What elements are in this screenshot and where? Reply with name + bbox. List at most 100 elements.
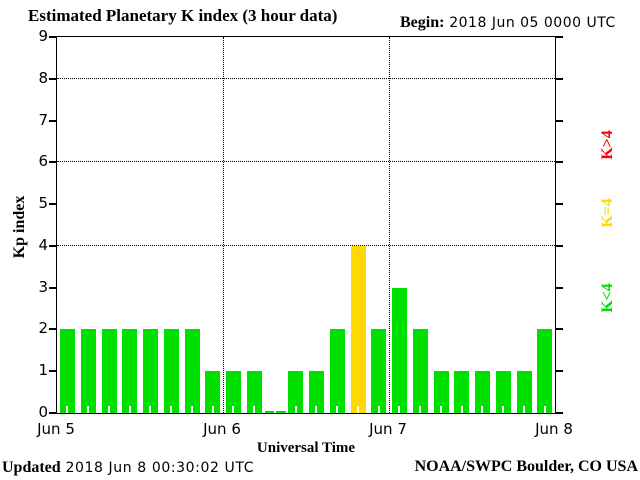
- kp-bar: [247, 371, 262, 413]
- kp-bar: [122, 329, 137, 413]
- y-tick-right: [556, 328, 563, 330]
- x-tick-label: Jun 6: [203, 420, 241, 438]
- hour-tick-notch: [523, 406, 525, 413]
- hour-tick-notch: [232, 406, 234, 413]
- y-tick-left: [49, 78, 56, 80]
- y-tick-label: 9: [38, 27, 48, 45]
- hour-tick-notch: [315, 406, 317, 413]
- day-divider: [389, 37, 390, 413]
- y-tick-left: [49, 370, 56, 372]
- hour-tick-notch: [398, 406, 400, 413]
- hour-tick-notch: [419, 406, 421, 413]
- y-tick-left: [49, 287, 56, 289]
- legend-label-K4: K<4: [599, 283, 616, 313]
- kp-bar: [143, 329, 158, 413]
- hour-tick-notch: [191, 406, 193, 413]
- chart-title: Estimated Planetary K index (3 hour data…: [28, 6, 338, 25]
- kp-bar: [226, 371, 241, 413]
- hour-tick-notch: [149, 406, 151, 413]
- begin-value: 2018 Jun 05 0000 UTC: [449, 15, 616, 31]
- hour-tick-notch: [357, 406, 359, 413]
- y-tick-left: [49, 161, 56, 163]
- y-tick-left: [49, 245, 56, 247]
- kp-bar: [351, 246, 366, 413]
- hour-tick-notch: [170, 406, 172, 413]
- kp-bar: [392, 288, 407, 413]
- kp-bar: [205, 371, 220, 413]
- gridline-kp-4: [57, 245, 555, 246]
- y-tick-right: [556, 36, 563, 38]
- x-tick-label: Jun 7: [369, 420, 407, 438]
- y-tick-label: 6: [38, 152, 48, 170]
- begin-label: Begin:: [400, 14, 445, 31]
- kp-bar: [371, 329, 386, 413]
- y-tick-right: [556, 370, 563, 372]
- kp-bar: [60, 329, 75, 413]
- y-tick-right: [556, 203, 563, 205]
- y-tick-label: 0: [38, 403, 48, 421]
- hour-tick-notch: [274, 406, 276, 413]
- x-axis-title: Universal Time: [256, 440, 356, 456]
- updated-timestamp: Updated 2018 Jun 8 00:30:02 UTC: [2, 458, 254, 477]
- hour-tick-notch: [544, 406, 546, 413]
- y-tick-left: [49, 412, 56, 414]
- hour-tick-notch: [87, 406, 89, 413]
- kp-bar: [496, 371, 511, 413]
- y-tick-right: [556, 120, 563, 122]
- y-tick-left: [49, 120, 56, 122]
- kp-bar: [537, 329, 552, 413]
- y-tick-left: [49, 36, 56, 38]
- x-tick-label: Jun 8: [535, 420, 573, 438]
- source-attribution: NOAA/SWPC Boulder, CO USA: [414, 458, 638, 475]
- kp-bar: [164, 329, 179, 413]
- hour-tick-notch: [461, 406, 463, 413]
- kp-bar: [81, 329, 96, 413]
- legend-label-K4: K=4: [599, 198, 616, 228]
- y-tick-left: [49, 328, 56, 330]
- y-tick-right: [556, 287, 563, 289]
- y-tick-label: 4: [38, 236, 48, 254]
- hour-tick-notch: [481, 406, 483, 413]
- day-divider: [223, 37, 224, 413]
- kp-bar: [185, 329, 200, 413]
- updated-label: Updated: [2, 459, 61, 476]
- hour-tick-notch: [108, 406, 110, 413]
- y-tick-label: 2: [38, 319, 48, 337]
- hour-tick-notch: [336, 406, 338, 413]
- hour-tick-notch: [440, 406, 442, 413]
- kp-bar: [475, 371, 490, 413]
- hour-tick-notch: [253, 406, 255, 413]
- x-tick-label: Jun 5: [37, 420, 75, 438]
- y-tick-label: 8: [38, 69, 48, 87]
- legend-label-K4: K>4: [599, 130, 616, 160]
- kp-bar: [434, 371, 449, 413]
- kp-bar: [330, 329, 345, 413]
- gridline-kp-8: [57, 78, 555, 79]
- kp-bar: [413, 329, 428, 413]
- hour-tick-notch: [502, 406, 504, 413]
- y-tick-label: 5: [38, 194, 48, 212]
- y-tick-right: [556, 245, 563, 247]
- kp-bar: [309, 371, 324, 413]
- hour-tick-notch: [212, 406, 214, 413]
- hour-tick-notch: [378, 406, 380, 413]
- y-tick-left: [49, 203, 56, 205]
- begin-timestamp: Begin: 2018 Jun 05 0000 UTC: [400, 13, 616, 32]
- kp-bar: [288, 371, 303, 413]
- hour-tick-notch: [66, 406, 68, 413]
- hour-tick-notch: [295, 406, 297, 413]
- updated-value: 2018 Jun 8 00:30:02 UTC: [65, 460, 255, 476]
- kp-bar: [517, 371, 532, 413]
- y-tick-label: 3: [38, 278, 48, 296]
- kp-bar: [102, 329, 117, 413]
- y-tick-label: 1: [38, 361, 48, 379]
- hour-tick-notch: [129, 406, 131, 413]
- plot-area: [49, 36, 563, 414]
- gridline-kp-6: [57, 161, 555, 162]
- y-tick-right: [556, 161, 563, 163]
- y-tick-label: 7: [38, 111, 48, 129]
- kp-bar: [454, 371, 469, 413]
- y-tick-right: [556, 78, 563, 80]
- y-tick-right: [556, 412, 563, 414]
